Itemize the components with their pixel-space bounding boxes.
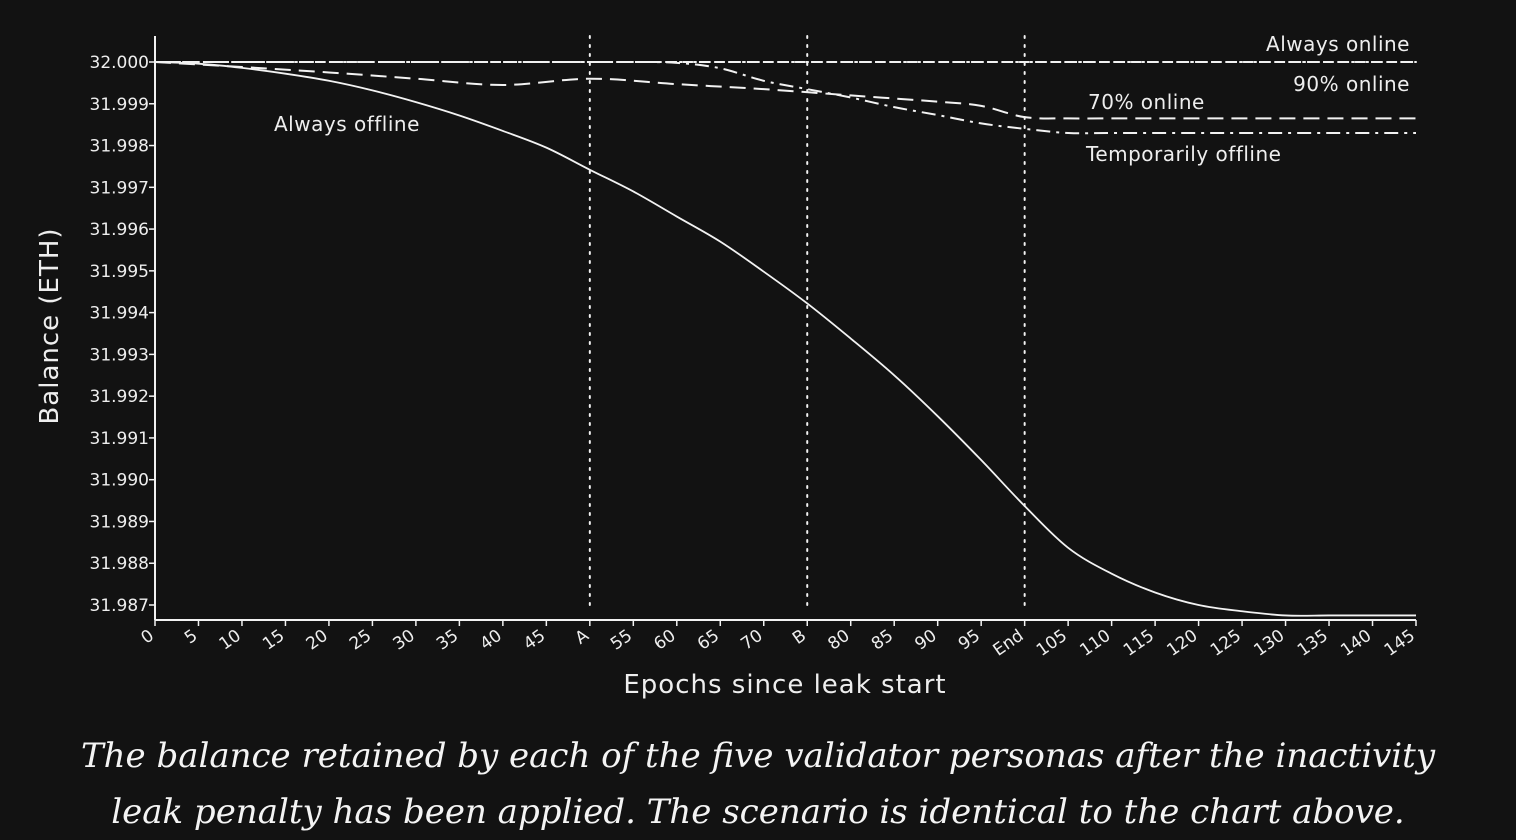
x-axis-ticks: 0 5 10 15 20 25 30 35 40 45 A 55 60 65 70 B 80 85 90 95 End 1… — [138, 620, 1419, 661]
x-tick-label: 45 — [520, 626, 549, 655]
caption-line-1: The balance retained by each of the five… — [80, 736, 1436, 776]
x-tick-label: 10 — [216, 626, 245, 655]
y-tick-label: 31.999 — [90, 95, 149, 115]
x-tick-label: A — [572, 626, 593, 649]
x-tick-label: 105 — [1033, 626, 1071, 661]
x-tick-label: 130 — [1250, 626, 1288, 661]
annotation-always-offline: Always offline — [274, 112, 420, 136]
y-tick-label: 31.993 — [90, 345, 149, 365]
caption-line-2: leak penalty has been applied. The scena… — [111, 792, 1405, 832]
y-tick-label: 31.988 — [90, 554, 149, 574]
y-tick-label: 31.992 — [90, 387, 149, 407]
y-tick-label: 31.990 — [90, 471, 149, 491]
x-tick-label: B — [789, 626, 810, 649]
x-tick-label: 95 — [955, 626, 984, 655]
y-axis-ticks: 32.000 31.999 31.998 31.997 31.996 31.995 31.9… — [90, 53, 155, 616]
x-tick-label: 85 — [868, 626, 897, 655]
x-tick-label: 30 — [390, 626, 419, 655]
figure-caption: The balance retained by each of the five… — [0, 728, 1516, 840]
vertical-markers — [588, 35, 1026, 613]
x-tick-label: 145 — [1381, 626, 1419, 661]
y-tick-label: 31.998 — [90, 137, 149, 157]
annotation-always-online: Always online — [1266, 32, 1410, 56]
x-tick-label: 135 — [1294, 626, 1332, 661]
x-tick-label: 70 — [737, 626, 766, 655]
annotation-70-online: 70% online — [1088, 90, 1205, 114]
y-tick-label: 31.995 — [90, 262, 149, 282]
x-tick-label: 35 — [433, 626, 462, 655]
annotation-90-online: 90% online — [1293, 72, 1410, 96]
x-tick-label: 20 — [303, 626, 332, 655]
y-tick-label: 31.991 — [90, 429, 149, 449]
annotation-temporarily-offline: Temporarily offline — [1085, 142, 1281, 166]
x-tick-label: 120 — [1163, 626, 1201, 661]
y-tick-label: 31.994 — [90, 304, 149, 324]
x-tick-label: End — [990, 626, 1028, 661]
x-tick-label: 25 — [346, 626, 375, 655]
balance-chart: 0 5 10 15 20 25 30 35 40 45 A 55 60 65 70 B 80 85 90 95 End 1… — [35, 32, 1419, 700]
x-tick-label: 40 — [477, 626, 506, 655]
x-axis-title: Epochs since leak start — [623, 670, 946, 700]
y-tick-label: 32.000 — [90, 53, 149, 73]
x-tick-label: 65 — [694, 626, 723, 655]
y-tick-label: 31.989 — [90, 512, 149, 532]
x-tick-label: 15 — [259, 626, 288, 655]
y-tick-label: 31.997 — [90, 178, 149, 198]
x-tick-label: 0 — [138, 626, 158, 649]
x-tick-label: 80 — [824, 626, 853, 655]
y-tick-label: 31.996 — [90, 220, 149, 240]
x-tick-label: 90 — [911, 626, 940, 655]
series-line-70-online — [154, 61, 1416, 120]
x-tick-label: 110 — [1076, 626, 1114, 661]
y-axis-title: Balance (ETH) — [35, 227, 65, 424]
series-line-always-offline — [154, 61, 1416, 617]
x-tick-label: 60 — [650, 626, 679, 655]
x-tick-label: 5 — [181, 626, 201, 649]
x-tick-label: 140 — [1337, 626, 1375, 661]
series-layer — [154, 60, 1417, 617]
series-line-temporarily-offline — [155, 60, 1416, 135]
axes — [154, 36, 1416, 621]
y-tick-label: 31.987 — [90, 596, 149, 616]
x-tick-label: 115 — [1120, 626, 1158, 661]
x-tick-label: 125 — [1207, 626, 1245, 661]
series-annotations: Always online 90% online 70% online Temp… — [274, 32, 1410, 166]
x-tick-label: 55 — [607, 626, 636, 655]
